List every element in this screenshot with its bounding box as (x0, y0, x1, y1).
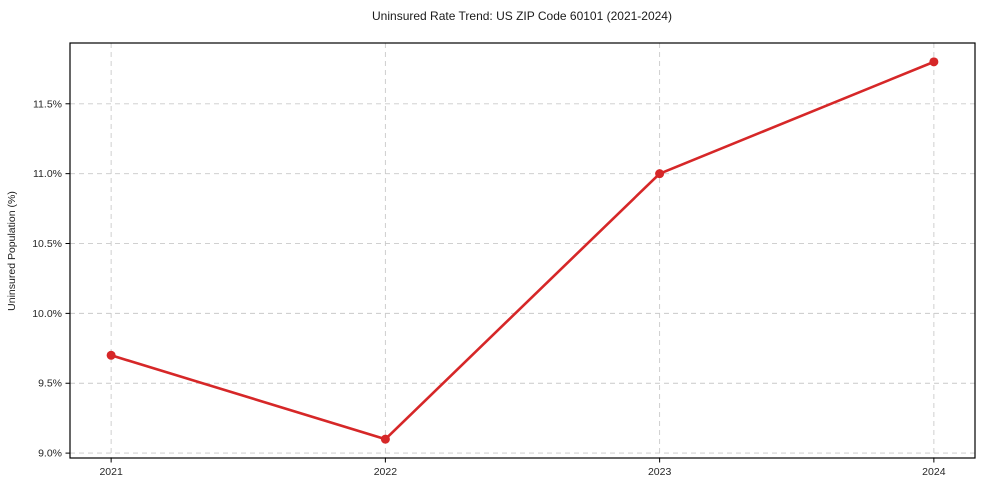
data-point-marker (106, 350, 116, 360)
data-series-layer (106, 57, 939, 444)
x-tick-label: 2021 (99, 466, 123, 478)
x-tick-label: 2023 (648, 466, 672, 478)
data-point-marker (380, 434, 390, 444)
data-point-marker (929, 57, 939, 67)
y-tick-label: 11.0% (33, 168, 62, 180)
y-tick-label: 9.5% (38, 378, 62, 390)
y-tick-label: 11.5% (33, 98, 62, 110)
y-tick-label: 10.0% (32, 308, 62, 320)
axis-ticks-layer: 9.0% 9.5% 10.0% 10.5% 11.0% 11.5% 2021 2022 2023… (32, 98, 945, 478)
x-tick-label: 2022 (374, 466, 398, 478)
y-axis-label: Uninsured Population (%) (6, 191, 18, 311)
plot-border (69, 42, 976, 459)
y-tick-label: 9.0% (38, 448, 62, 460)
x-tick-label: 2024 (922, 466, 946, 478)
gridlines-layer (70, 43, 975, 458)
chart-title: Uninsured Rate Trend: US ZIP Code 60101 … (372, 9, 672, 23)
y-tick-label: 10.5% (32, 238, 62, 250)
trend-line (109, 60, 936, 441)
data-point-marker (655, 169, 665, 179)
